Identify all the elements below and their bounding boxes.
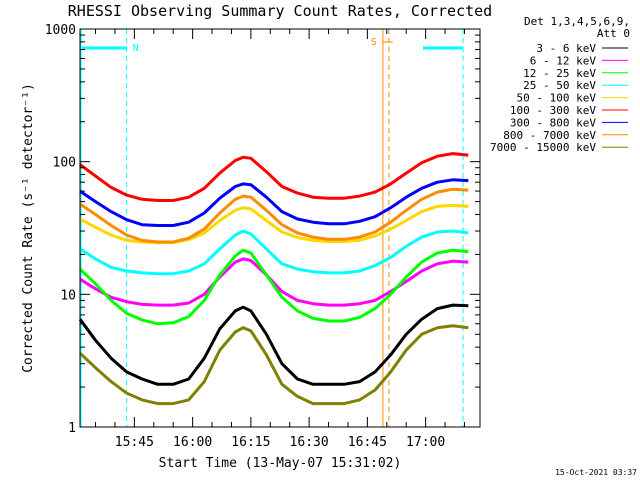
series-line — [78, 324, 469, 406]
legend-label: 300 - 800 keV — [510, 116, 596, 129]
legend-label: 12 - 25 keV — [523, 67, 596, 80]
chart-title: RHESSI Observing Summary Count Rates, Co… — [68, 2, 492, 20]
legend-header-line-2: Att 0 — [597, 27, 630, 40]
timestamp: 15-Oct-2021 03:37 — [555, 468, 637, 477]
x-axis-label: Start Time (13-May-07 15:31:02) — [159, 456, 402, 471]
plot-frame — [79, 28, 481, 428]
legend-label: 800 - 7000 keV — [503, 129, 596, 142]
legend-label: 50 - 100 keV — [517, 92, 597, 105]
legend-label: 6 - 12 keV — [530, 54, 597, 67]
legend-label: 25 - 50 keV — [523, 79, 596, 92]
x-tick-label: 16:30 — [290, 435, 329, 450]
legend-label: 3 - 6 keV — [536, 42, 596, 55]
y-axis-label: Corrected Count Rate (s⁻¹ detector⁻¹) — [21, 83, 36, 373]
y-tick-label: 100 — [53, 156, 76, 171]
legend-label: 7000 - 15000 keV — [490, 141, 596, 154]
x-tick-label: 16:45 — [348, 435, 387, 450]
x-tick-label: 16:00 — [173, 435, 212, 450]
night-marker-label: N — [133, 43, 139, 54]
legend-header-line-1: Det 1,3,4,5,6,9, — [524, 15, 630, 28]
series-line — [79, 229, 469, 276]
series-line — [79, 152, 469, 202]
y-axis: 1 10 100 1000 — [45, 23, 480, 436]
plot-area: NS — [78, 29, 469, 427]
y-tick-label: 1 — [68, 421, 76, 436]
series-line — [79, 257, 469, 307]
series-line — [79, 178, 469, 227]
series-line — [79, 187, 469, 244]
legend-label: 100 - 300 keV — [510, 104, 596, 117]
y-tick-label: 1000 — [45, 23, 76, 38]
x-tick-label: 17:00 — [406, 435, 445, 450]
x-axis: 15:45 16:00 16:15 16:30 16:45 17:00 — [95, 29, 465, 450]
series-line — [78, 303, 469, 386]
y-tick-label: 10 — [60, 288, 76, 303]
saa-marker-label: S — [371, 37, 377, 48]
series-line — [78, 248, 469, 326]
x-tick-label: 15:45 — [115, 435, 154, 450]
x-tick-label: 16:15 — [231, 435, 270, 450]
